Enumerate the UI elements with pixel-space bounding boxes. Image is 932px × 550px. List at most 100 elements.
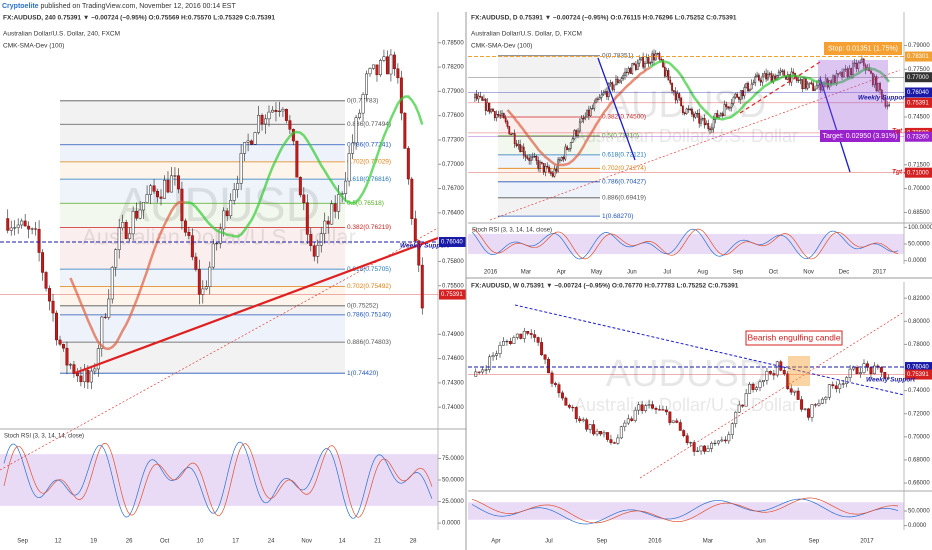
candle — [630, 418, 634, 421]
candle — [696, 113, 699, 115]
candle — [793, 390, 797, 393]
candle — [853, 62, 856, 65]
price-tag — [905, 87, 932, 98]
candle — [788, 74, 791, 83]
candle — [685, 435, 689, 444]
candle — [600, 94, 603, 98]
candle — [277, 110, 281, 112]
candle — [810, 82, 813, 84]
price-tag — [905, 362, 932, 373]
x-tick-label: Sep — [733, 270, 744, 276]
fib-band — [60, 269, 345, 287]
candle — [9, 227, 13, 231]
candle — [295, 140, 299, 178]
candle — [225, 210, 229, 217]
candle — [513, 133, 516, 144]
symbol-line: FX:AUDUSD, 240 0.75391 ▼ −0.00724 (−0.95… — [3, 15, 275, 22]
y-tick-label: 100.0000 — [908, 225, 932, 231]
candle — [620, 78, 623, 82]
candle — [392, 54, 396, 69]
target-box — [820, 130, 900, 142]
candle — [586, 109, 588, 118]
candle — [619, 426, 623, 439]
candle — [554, 383, 557, 385]
candle — [593, 102, 596, 109]
candle — [187, 232, 191, 236]
candle — [211, 243, 215, 268]
candle — [236, 183, 240, 190]
fib-label: 0(0.75252) — [347, 303, 378, 310]
candle — [707, 123, 710, 129]
candle — [689, 442, 693, 444]
y-tick-label: 0.74900 — [442, 332, 464, 338]
candle — [844, 68, 847, 70]
osc-line — [471, 228, 899, 260]
candle — [560, 156, 563, 161]
candle — [546, 165, 549, 168]
candle — [587, 109, 590, 116]
candle — [20, 220, 24, 226]
price-tag — [439, 236, 466, 247]
y-tick-label: 0.74600 — [442, 356, 464, 362]
candle — [640, 404, 644, 411]
candle — [568, 148, 570, 150]
header: Cryptoelite published on TradingView.com… — [2, 3, 236, 10]
candle — [243, 142, 247, 154]
stop-label: Stop: 0.01351 (1.75%) — [828, 45, 898, 52]
candle — [382, 56, 386, 61]
candle — [663, 66, 666, 77]
candle — [229, 200, 233, 217]
candle — [62, 343, 65, 349]
fib-label: 0.886(0.74803) — [347, 339, 391, 346]
candle — [208, 266, 212, 287]
candle — [557, 384, 561, 394]
candle — [703, 445, 706, 452]
y-tick-label: 0.71500 — [908, 162, 930, 168]
candle — [748, 88, 751, 92]
tgt2-label: Tgt 2 — [892, 169, 908, 176]
trend-line — [74, 236, 439, 375]
fib-label: 0.382(0.76219) — [347, 224, 391, 231]
fib-label: 0.5(0.73310) — [602, 133, 639, 140]
fib-band — [60, 342, 345, 374]
y-tick-label: 0.68500 — [908, 210, 930, 216]
moving-average — [649, 59, 891, 121]
candle — [239, 153, 243, 184]
candle — [786, 373, 790, 390]
backgrounds — [0, 55, 904, 520]
y-tick-label: 0.77600 — [442, 113, 464, 119]
candle — [501, 113, 503, 116]
candle — [481, 96, 484, 101]
candle — [738, 97, 740, 100]
candle — [344, 180, 348, 194]
candle — [710, 442, 713, 449]
candle — [585, 419, 589, 430]
candle — [474, 371, 478, 377]
candle — [166, 179, 170, 193]
candle — [323, 220, 327, 234]
target-label: Target: 0.02950 (3.91%) — [822, 133, 897, 140]
candle — [654, 407, 658, 410]
candle — [413, 218, 417, 241]
candle — [75, 373, 79, 377]
candle — [114, 249, 118, 268]
candle — [540, 342, 544, 356]
candle — [797, 79, 800, 81]
candle — [560, 392, 564, 399]
candle — [591, 108, 594, 110]
candle — [542, 163, 545, 173]
price-tag — [439, 289, 466, 300]
candle — [65, 347, 69, 366]
candle — [859, 61, 862, 64]
candle — [606, 432, 609, 440]
candle — [544, 165, 547, 173]
candle — [741, 90, 744, 97]
header-text: published on TradingView.com, November 1… — [41, 3, 237, 10]
candle — [333, 203, 337, 212]
candle — [678, 422, 682, 431]
candle — [682, 430, 686, 437]
candle — [768, 73, 771, 75]
candle — [879, 83, 881, 91]
osc-line — [471, 497, 899, 524]
candle — [550, 372, 554, 384]
